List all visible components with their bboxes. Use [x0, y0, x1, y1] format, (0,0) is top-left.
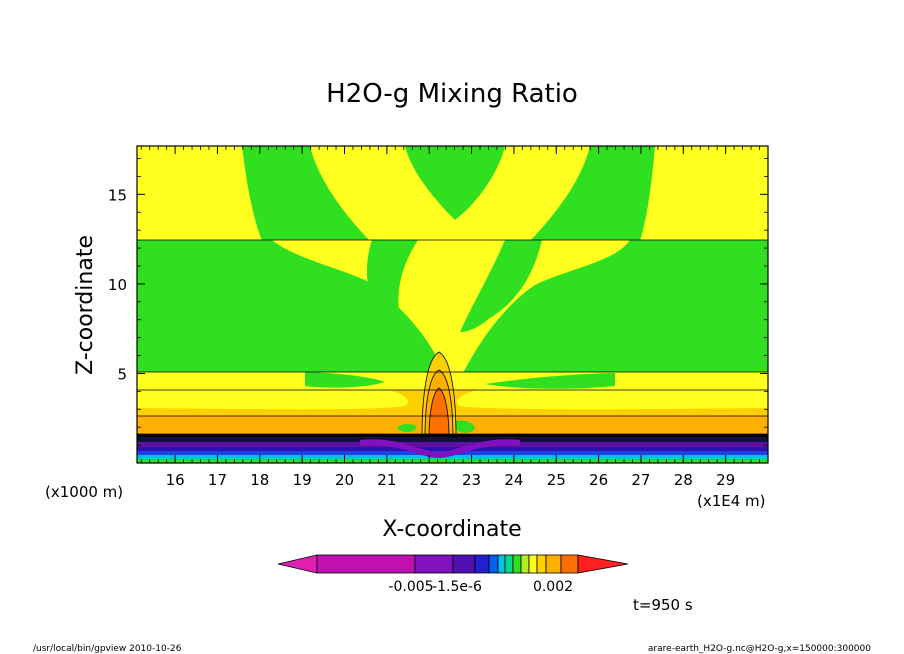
x-tick-label: 19	[293, 471, 312, 489]
y-tick-label: 5	[117, 365, 127, 383]
y-axis: 5 10 15	[108, 158, 768, 446]
y-tick-label: 15	[108, 186, 127, 204]
green-patch-right	[455, 420, 475, 433]
colorbar-left-triangle	[277, 554, 318, 574]
colorbar-right-triangle	[577, 554, 629, 574]
yellow-tongue-left	[137, 389, 409, 410]
colorbar-segment	[414, 554, 454, 574]
y-tick-label: 10	[108, 276, 127, 294]
x-tick-label: 18	[250, 471, 269, 489]
chart-title: H2O-g Mixing Ratio	[326, 79, 578, 109]
colorbar-segment	[452, 554, 476, 574]
x-unit-note: (x1E4 m)	[697, 492, 766, 510]
green-lobe-left	[305, 372, 385, 388]
colorbar-tick-label: -0.005	[388, 579, 433, 595]
plot-frame	[136, 145, 769, 464]
band-teal	[137, 458, 768, 460]
band-indigo	[137, 447, 768, 451]
band-dark-navy	[137, 437, 768, 442]
x-tick-label: 27	[631, 471, 650, 489]
y-unit-note: (x1000 m)	[45, 483, 123, 501]
contour-core-inner	[428, 387, 450, 439]
x-tick-label: 17	[208, 471, 227, 489]
band-cyan	[137, 455, 768, 458]
x-tick-label: 28	[674, 471, 693, 489]
y-axis-label: Z-coordinate	[73, 235, 98, 375]
colorbar-segment	[504, 554, 514, 574]
colorbar: -0.005-1.5e-6 0.002	[277, 554, 629, 595]
x-tick-label: 22	[420, 471, 439, 489]
green-inner-right	[460, 240, 542, 332]
green-patch-left	[397, 423, 417, 433]
x-tick-label: 16	[166, 471, 185, 489]
time-label: t=950 s	[633, 596, 693, 614]
footer-left: /usr/local/bin/gpview 2010-10-26	[33, 644, 182, 654]
green-column-center	[405, 146, 505, 220]
x-axis-label: X-coordinate	[382, 517, 521, 542]
colorbar-segment	[520, 554, 530, 574]
colorbar-segment	[474, 554, 490, 574]
band-black	[137, 434, 768, 437]
central-perturbation	[360, 439, 520, 458]
contour-core-outer	[421, 351, 457, 439]
colorbar-segment	[316, 554, 416, 574]
yellow-plume	[272, 240, 630, 375]
x-tick-label: 23	[462, 471, 481, 489]
colorbar-segment	[536, 554, 547, 574]
colorbar-segment	[488, 554, 499, 574]
colorbar-segment	[560, 554, 579, 574]
green-inner-left	[366, 240, 432, 352]
green-column-left	[242, 146, 370, 241]
green-column-right	[530, 146, 655, 241]
colorbar-tick-label: 0.002	[533, 579, 573, 595]
colorbar-tick-label: -1.5e-6	[432, 579, 482, 595]
yellow-tongue-right	[456, 389, 768, 410]
x-tick-label: 29	[716, 471, 735, 489]
band-purple	[137, 442, 768, 447]
green-lobe-right	[485, 373, 615, 389]
footer-right: arare-earth_H2O-g.nc@H2O-g,x=150000:3000…	[648, 644, 871, 654]
core-inner	[429, 388, 449, 438]
contour-core-mid	[424, 369, 454, 439]
x-tick-label: 21	[377, 471, 396, 489]
band-green	[137, 460, 768, 463]
colorbar-segment	[528, 554, 538, 574]
x-axis: 16 17 18 19 20 21 22 23 24 25 26 27 28 29	[140, 146, 769, 489]
colorbar-segment	[512, 554, 522, 574]
x-tick-label: 25	[547, 471, 566, 489]
colorbar-segment	[497, 554, 506, 574]
x-tick-label: 20	[335, 471, 354, 489]
x-tick-label: 26	[589, 471, 608, 489]
colorbar-segment	[545, 554, 562, 574]
plot-area: 16 17 18 19 20 21 22 23 24 25 26 27 28 29 5 10 15	[108, 145, 769, 489]
x-tick-label: 24	[504, 471, 523, 489]
